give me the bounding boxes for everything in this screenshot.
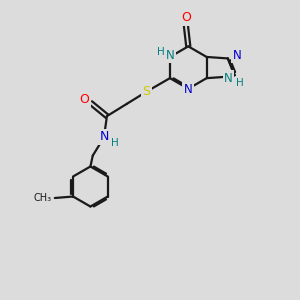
Text: H: H xyxy=(236,78,244,88)
Text: S: S xyxy=(142,85,150,98)
Text: N: N xyxy=(99,130,109,143)
Text: H: H xyxy=(157,47,164,57)
Text: CH₃: CH₃ xyxy=(33,193,51,203)
Text: H: H xyxy=(111,138,119,148)
Text: O: O xyxy=(79,93,89,106)
Text: N: N xyxy=(233,49,242,62)
Text: O: O xyxy=(181,11,191,24)
Text: N: N xyxy=(166,49,175,62)
Text: N: N xyxy=(184,83,193,96)
Text: N: N xyxy=(224,72,233,85)
